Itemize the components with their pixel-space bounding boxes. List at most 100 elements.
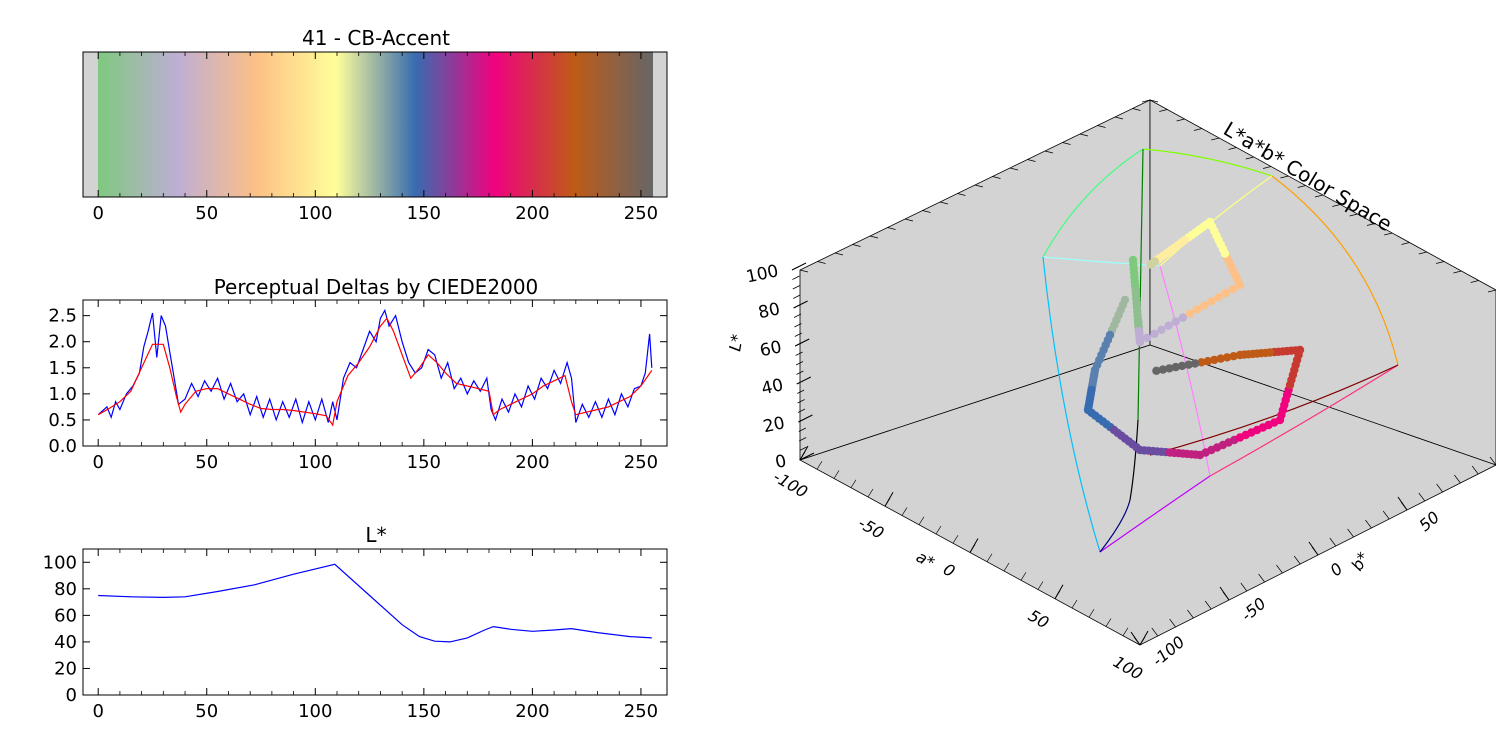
lightness-title: L* [365, 523, 386, 547]
b-tick-label: -50 [1237, 594, 1269, 625]
top-left-edge-tick [1097, 125, 1106, 128]
top-left-edge-tick [1062, 142, 1071, 145]
trajectory-point [1203, 356, 1213, 366]
top-left-edge-tick [1114, 116, 1124, 120]
a-tick-label: -50 [855, 513, 887, 543]
a-tick-minor [867, 488, 874, 498]
top-left-edge-tick [1132, 108, 1141, 111]
delta-frame [82, 299, 668, 447]
x-axis-label: a* [913, 547, 938, 572]
b-tick-minor [1454, 474, 1461, 484]
b-tick-minor [1400, 501, 1408, 511]
top-left-edge-tick [1044, 150, 1054, 154]
delta-ytick-label: 1.0 [48, 384, 77, 405]
lightness-ytick-label: 80 [54, 579, 77, 600]
gamut-edge-black-red [1149, 364, 1399, 456]
trajectory-point [1228, 284, 1238, 294]
z-tick-minor [794, 323, 802, 328]
lightness-frame [82, 548, 668, 696]
a-tick-minor [1054, 590, 1061, 599]
colorbar-xtick-label: 200 [515, 203, 549, 224]
lightness-panel: L* 0 50 100 150 200 250 0 20 40 60 80 100 [43, 523, 668, 722]
trajectory-point [1135, 337, 1145, 347]
z-tick-minor [795, 342, 803, 347]
top-right-edge-tick [1366, 223, 1375, 226]
gamut-gray-axis [1129, 419, 1139, 501]
top-left-edge-tick [992, 176, 1001, 179]
trajectory-point [1192, 305, 1202, 314]
lightness-ytick-label: 0 [66, 685, 77, 706]
delta-lines [97, 308, 653, 427]
colorbar-x-ticks: 0 50 100 150 200 250 [92, 52, 658, 224]
top-right-edge-tick [1453, 270, 1462, 274]
b-tick-minor [1365, 519, 1372, 529]
delta-title: Perceptual Deltas by CIEDE2000 [214, 275, 539, 299]
y-axis-label: b* [1347, 549, 1373, 574]
b-tick-minor [1329, 537, 1337, 547]
delta-xtick-label: 250 [624, 452, 658, 473]
delta-ticks: 0 50 100 150 200 250 0.0 0.5 1.0 1.5 2.0 2.5 [48, 300, 667, 473]
lightness-xtick-label: 100 [298, 701, 332, 722]
trajectory-point [1216, 354, 1225, 363]
a-tick-minor [1037, 581, 1044, 590]
a-tick-label: 0 [940, 560, 958, 582]
b-tick-minor [1204, 600, 1212, 610]
top-left-edge-tick [1027, 159, 1036, 162]
z-tick-minor [791, 266, 800, 271]
a-tick-minor [884, 498, 891, 507]
z-tick-minor [793, 294, 801, 299]
b-tick-minor [1151, 627, 1159, 637]
delta-ytick-label: 1.5 [48, 358, 77, 379]
delta-ytick-label: 2.5 [48, 306, 77, 327]
top-right-edge-tick [1384, 232, 1393, 236]
b-tick-minor [1311, 546, 1319, 556]
delta-panel: Perceptual Deltas by CIEDE2000 0 50 100 150… [48, 275, 668, 473]
b-tick-minor [1240, 582, 1248, 592]
a-tick-minor [1003, 562, 1010, 572]
trajectory-point [1210, 355, 1219, 365]
colorbar-pad-right [652, 52, 667, 197]
delta-xtick-label: 50 [195, 452, 218, 473]
z-tick-minor [793, 304, 801, 309]
a-tick-minor [952, 535, 959, 544]
top-left-edge-tick [834, 252, 844, 256]
a-tick-minor [935, 525, 942, 535]
gamut-edge-black-green [1137, 148, 1144, 421]
b-tick-label: 50 [1415, 507, 1443, 535]
trajectory-point [1171, 362, 1180, 372]
delta-series-blue [97, 308, 653, 425]
z-tick-label: 40 [760, 375, 785, 399]
delta-xtick-label: 150 [407, 452, 441, 473]
top-right-edge-tick [1245, 156, 1254, 160]
z-tick-minor [793, 313, 802, 318]
z-tick-label: 20 [761, 413, 786, 437]
lightness-ytick-label: 40 [54, 632, 77, 653]
gamut-edge-black-blue [1099, 499, 1131, 553]
b-tick-label: 0 [1326, 559, 1346, 580]
b-tick-minor [1187, 609, 1194, 619]
trajectory-point [1165, 364, 1174, 373]
trajectory-point [1146, 260, 1155, 269]
colorbar-xtick-label: 100 [298, 203, 332, 224]
delta-xtick-label: 200 [515, 452, 549, 473]
z-tick-minor [799, 437, 807, 442]
z-axis-label: L* [725, 333, 747, 353]
colorbar-frame [82, 51, 668, 198]
top-left-edge-tick [1079, 133, 1089, 137]
a-tick-minor [1122, 627, 1129, 636]
top-right-edge-tick [1470, 280, 1479, 283]
top-left-edge-tick [869, 235, 879, 239]
a-tick-minor [986, 553, 993, 562]
delta-ytick-label: 2.0 [48, 332, 77, 353]
top-right-edge-tick [1297, 185, 1306, 188]
lightness-ytick-label: 20 [54, 658, 77, 679]
lightness-ticks: 0 50 100 150 200 250 0 20 40 60 80 100 [43, 549, 667, 722]
z-tick-label: 100 [744, 261, 780, 287]
trajectory-point [1171, 317, 1180, 326]
lightness-ytick-label: 60 [54, 605, 77, 626]
delta-xtick-label: 100 [298, 452, 332, 473]
z-tick-minor [798, 418, 806, 423]
a-tick-minor [969, 544, 976, 553]
b-tick-minor [1347, 528, 1354, 538]
delta-ytick-label: 0.0 [48, 436, 77, 457]
